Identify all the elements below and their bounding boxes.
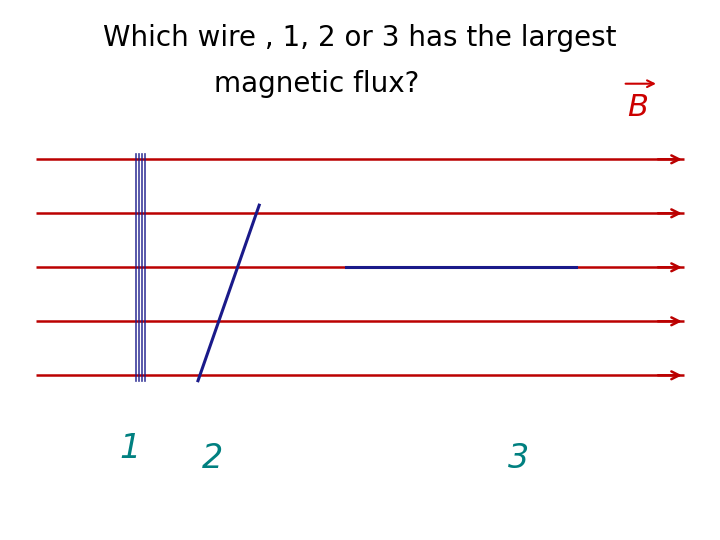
Text: Which wire , 1, 2 or 3 has the largest: Which wire , 1, 2 or 3 has the largest (103, 24, 617, 52)
Text: magnetic flux?: magnetic flux? (214, 70, 420, 98)
Text: 1: 1 (119, 431, 140, 465)
Text: 3: 3 (508, 442, 529, 476)
Text: 2: 2 (202, 442, 223, 476)
Text: $B$: $B$ (626, 93, 648, 123)
